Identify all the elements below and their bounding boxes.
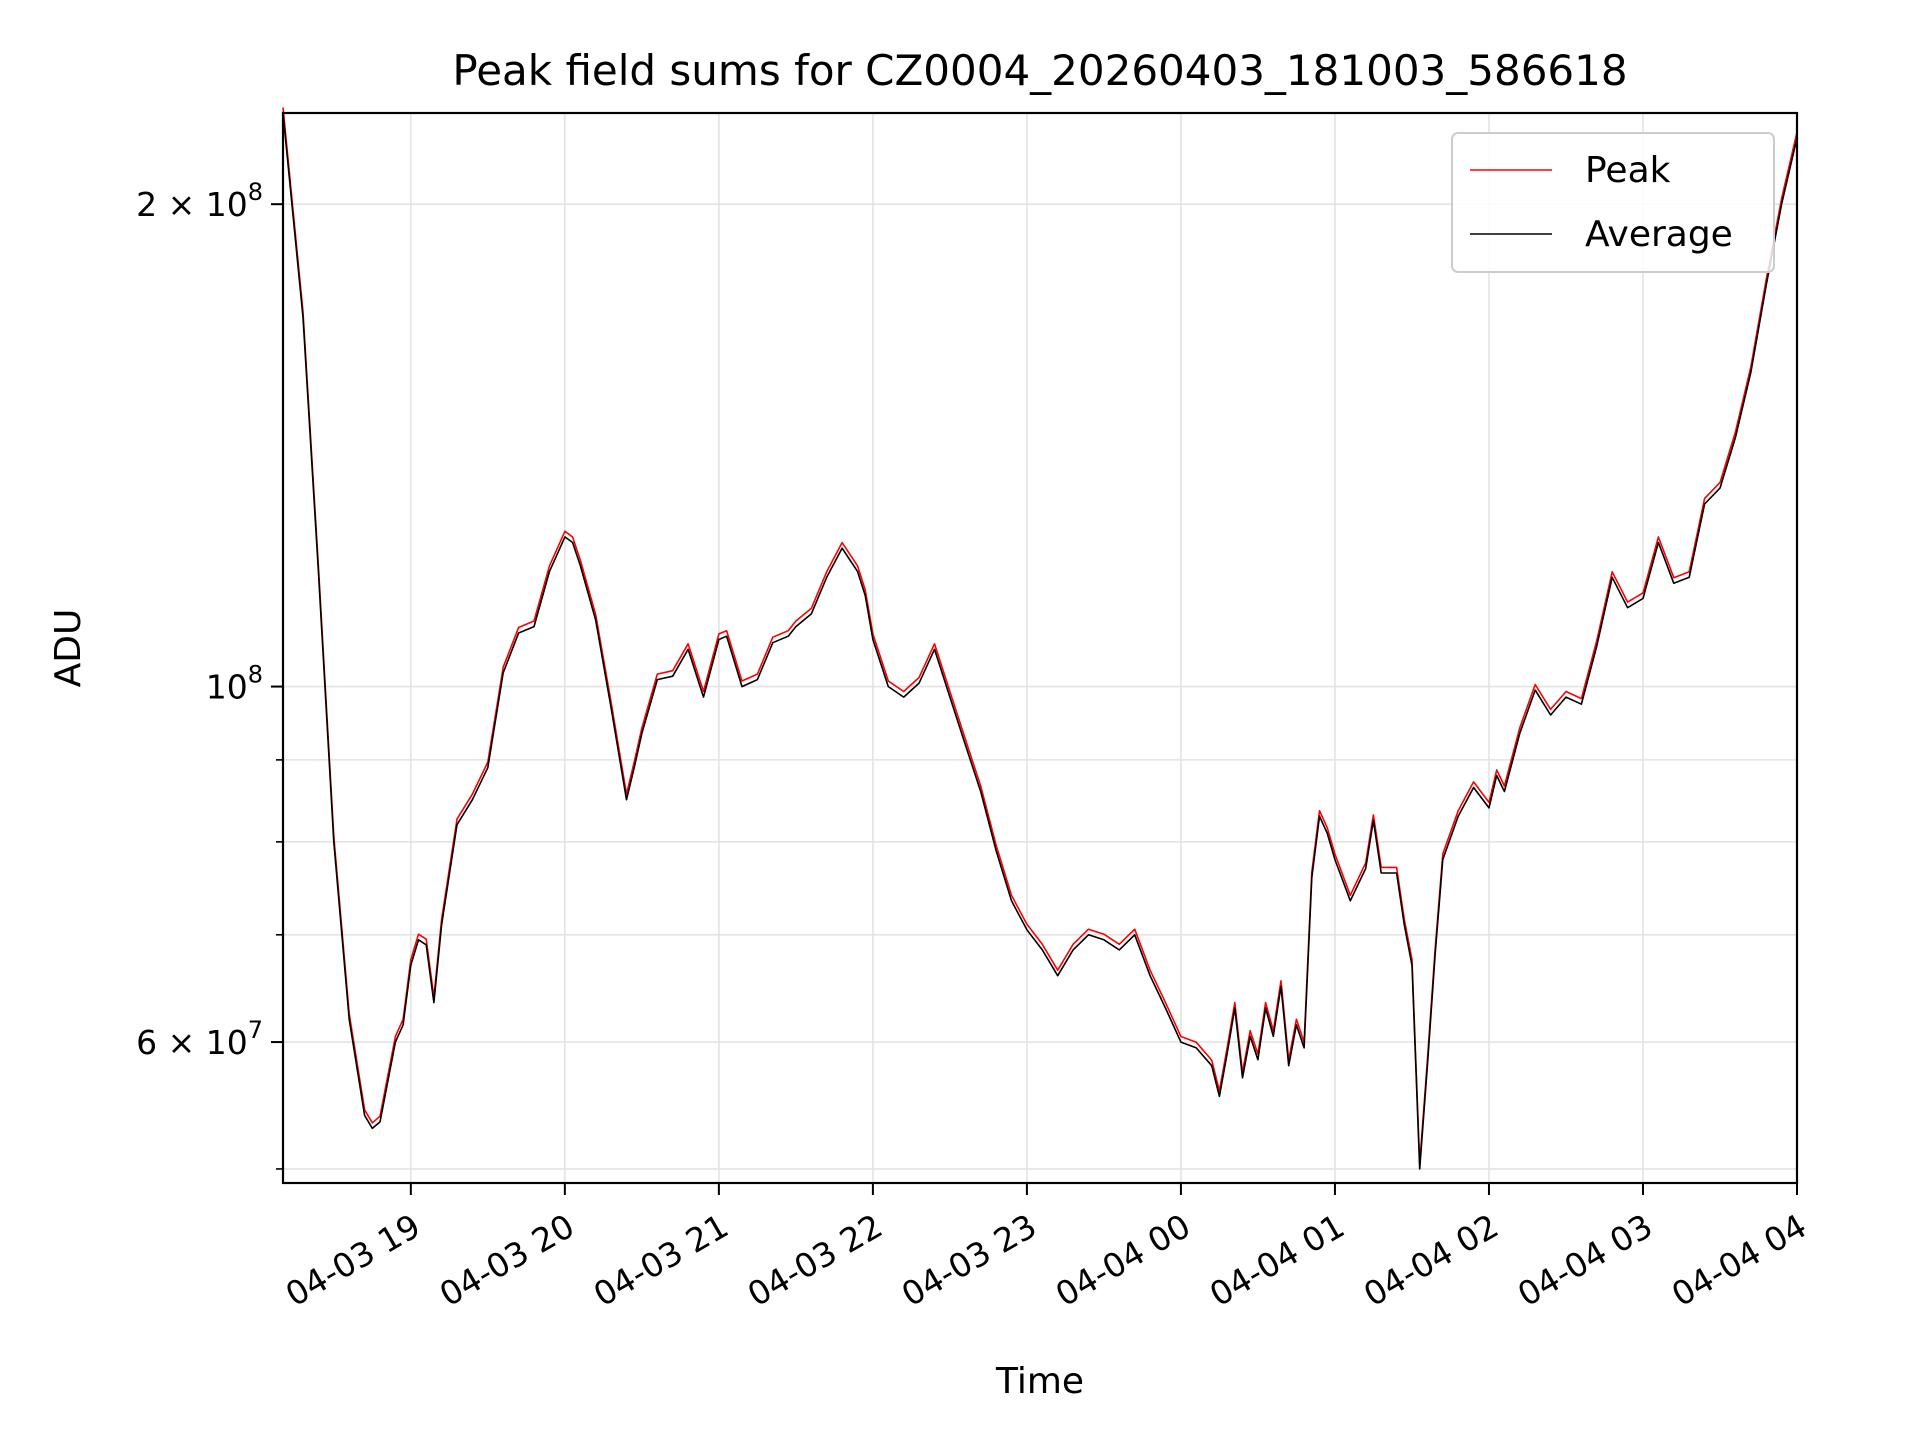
- legend: Peak Average: [1451, 132, 1775, 273]
- x-axis-label: Time: [995, 1361, 1084, 1402]
- series-layer: [282, 107, 1798, 1170]
- y-tick-label: 6 × 107: [136, 1016, 263, 1062]
- legend-label-average: Average: [1585, 214, 1733, 255]
- y-tick-label: 108: [206, 661, 263, 707]
- legend-box: [1451, 132, 1775, 273]
- y-axis-label: ADU: [48, 609, 89, 688]
- y-ticks: 108 2 × 108 6 × 107: [136, 178, 283, 1170]
- chart-title: Peak field sums for CZ0004_20260403_1810…: [452, 46, 1627, 95]
- legend-label-peak: Peak: [1585, 150, 1671, 191]
- series-line-average: [282, 112, 1798, 1170]
- series-line-peak: [282, 107, 1798, 1165]
- plot-frame: [281, 111, 1799, 1185]
- y-tick-label: 2 × 108: [136, 178, 263, 224]
